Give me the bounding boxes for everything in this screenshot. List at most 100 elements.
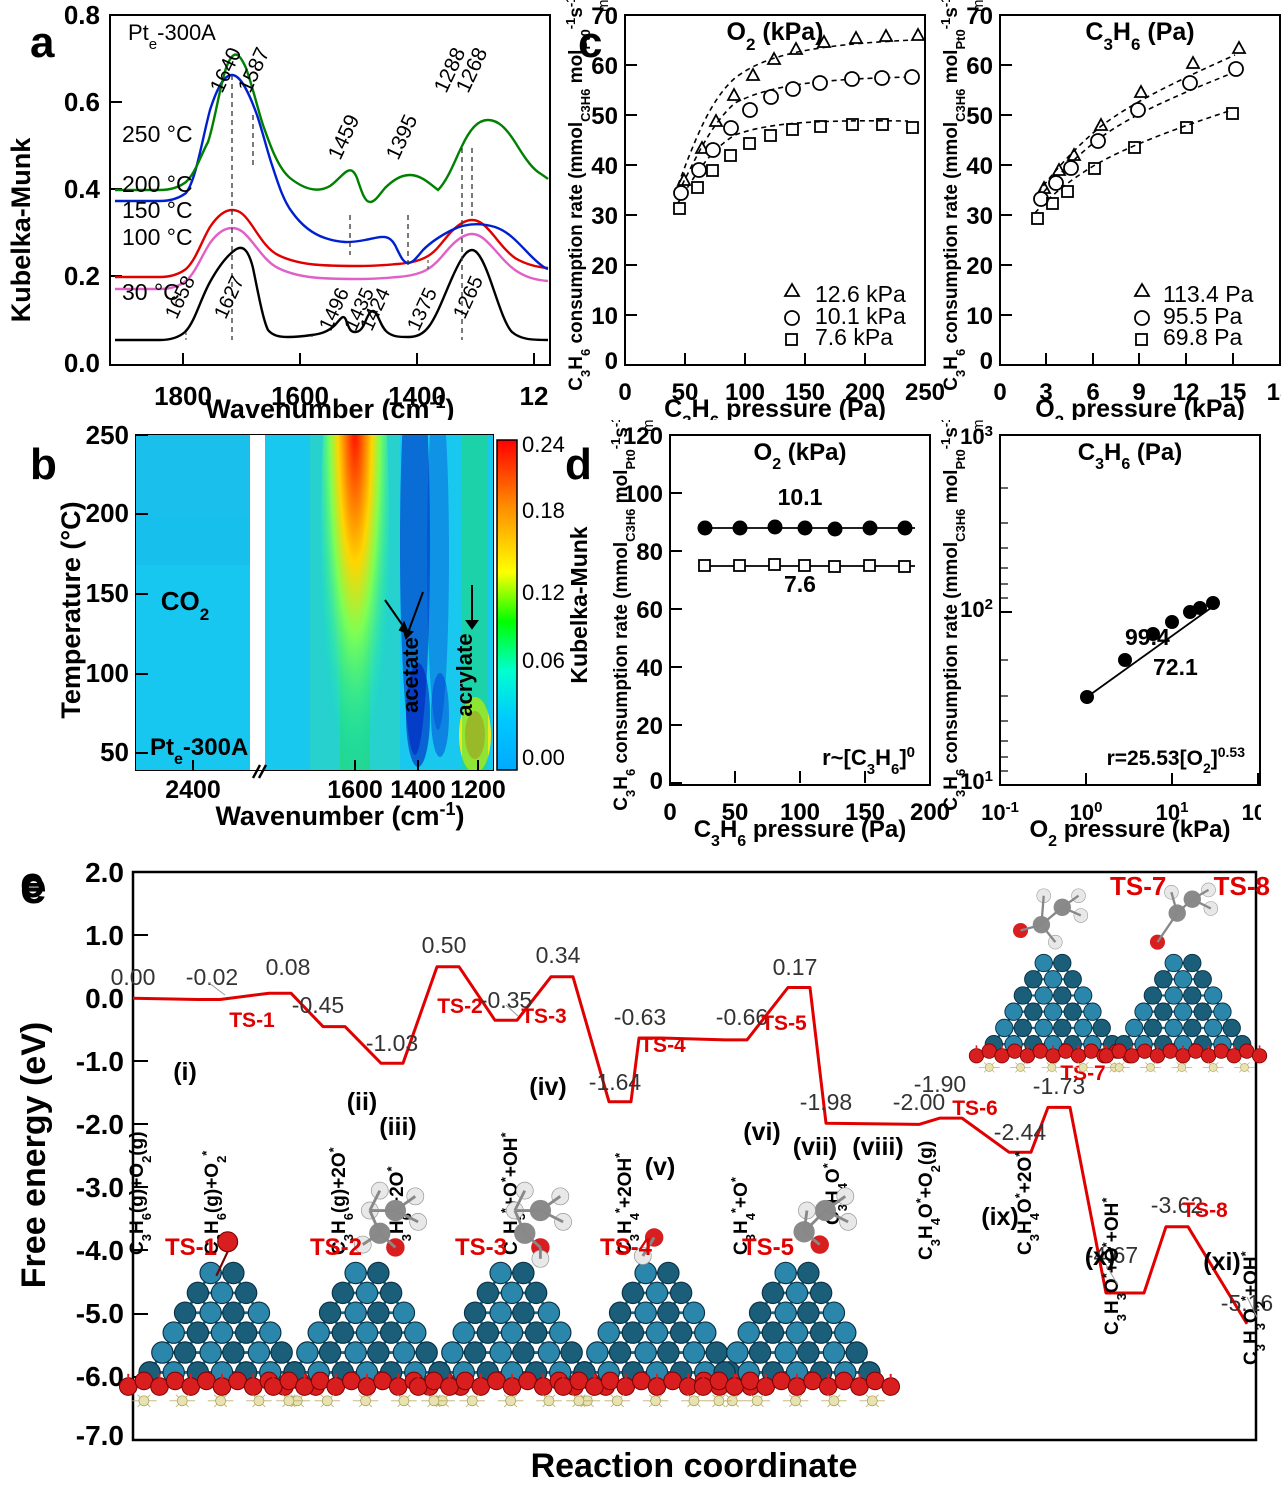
svg-text:Kubelka-Munk: Kubelka-Munk (6, 137, 36, 323)
svg-text:C3H6 (Pa): C3H6 (Pa) (1078, 439, 1183, 473)
svg-text:TS-4: TS-4 (600, 1234, 653, 1261)
svg-text:103: 103 (960, 423, 993, 450)
svg-text:1200: 1200 (450, 776, 506, 804)
svg-text:Kubelka-Munk: Kubelka-Munk (566, 526, 592, 683)
svg-text:0.2: 0.2 (64, 261, 100, 291)
svg-text:(vii): (vii) (793, 1133, 837, 1161)
svg-text:1.0: 1.0 (85, 920, 124, 951)
svg-text:-5.0: -5.0 (76, 1298, 124, 1329)
svg-text:(viii): (viii) (852, 1133, 903, 1161)
svg-text:1375: 1375 (403, 285, 442, 335)
svg-text:0: 0 (618, 379, 631, 406)
svg-text:10: 10 (591, 303, 618, 330)
svg-text:60: 60 (591, 53, 618, 80)
svg-text:2.0: 2.0 (85, 857, 124, 888)
svg-text:1627: 1627 (210, 273, 249, 323)
svg-text:(iv): (iv) (529, 1073, 567, 1101)
svg-text:C3H6 consumption rate (mmolC3H: C3H6 consumption rate (mmolC3H6 molPt0-1… (938, 0, 968, 391)
svg-text:1800: 1800 (154, 381, 212, 411)
svg-text:(i): (i) (173, 1058, 197, 1086)
svg-text:-1.90: -1.90 (914, 1071, 966, 1097)
svg-text:-0.45: -0.45 (292, 992, 344, 1018)
svg-text:r~[C3H6]0: r~[C3H6]0 (822, 744, 915, 778)
svg-text:0.06: 0.06 (522, 648, 565, 673)
svg-text:20: 20 (591, 253, 618, 280)
svg-text:0.24: 0.24 (522, 432, 565, 457)
svg-text:0.34: 0.34 (536, 942, 581, 968)
svg-text:10.1: 10.1 (778, 484, 823, 510)
svg-text:0.17: 0.17 (773, 954, 818, 980)
svg-text:O2 pressure (kPa): O2 pressure (kPa) (1035, 395, 1245, 420)
svg-text:C3H6 (Pa): C3H6 (Pa) (1085, 18, 1194, 54)
svg-text:-4.0: -4.0 (76, 1235, 124, 1266)
svg-text:150: 150 (86, 578, 129, 608)
svg-text:TS-3: TS-3 (521, 1005, 567, 1028)
svg-text:0: 0 (980, 348, 993, 375)
svg-text:0.6: 0.6 (64, 87, 100, 117)
svg-text:-1.98: -1.98 (800, 1089, 852, 1115)
svg-text:Free energy (eV): Free energy (eV) (15, 1022, 53, 1288)
svg-text:TS-2: TS-2 (437, 995, 483, 1018)
svg-text:250: 250 (905, 379, 945, 406)
svg-text:7.6 kPa: 7.6 kPa (815, 324, 893, 350)
svg-text:10-1: 10-1 (981, 799, 1019, 826)
svg-text:102: 102 (960, 596, 993, 623)
svg-text:TS-1: TS-1 (165, 1234, 217, 1261)
svg-text:(v): (v) (645, 1153, 676, 1181)
svg-text:acrylate: acrylate (452, 633, 477, 716)
svg-text:72.1: 72.1 (1153, 654, 1198, 680)
svg-text:Wavenumber (cm-1): Wavenumber (cm-1) (215, 799, 464, 831)
svg-text:0.50: 0.50 (422, 932, 467, 958)
svg-text:0.00: 0.00 (111, 964, 156, 990)
svg-text:69.8 Pa: 69.8 Pa (1163, 324, 1242, 350)
svg-text:0: 0 (993, 379, 1006, 406)
svg-text:50: 50 (966, 103, 993, 130)
svg-text:Temperature (°C): Temperature (°C) (56, 501, 86, 718)
svg-text:18: 18 (1267, 379, 1281, 406)
svg-text:TS-1: TS-1 (229, 1009, 275, 1032)
svg-text:100 °C: 100 °C (122, 224, 193, 250)
svg-text:150 °C: 150 °C (122, 197, 193, 223)
svg-text:40: 40 (591, 153, 618, 180)
svg-text:Reaction coordinate: Reaction coordinate (531, 1447, 858, 1485)
svg-text:20: 20 (636, 713, 663, 740)
svg-text:100: 100 (86, 658, 129, 688)
svg-text:0.12: 0.12 (522, 580, 565, 605)
svg-text:60: 60 (966, 53, 993, 80)
svg-text:0.4: 0.4 (64, 174, 101, 204)
svg-text:acetate: acetate (398, 637, 423, 713)
svg-text:0.00: 0.00 (522, 745, 565, 770)
svg-text:O2 (kPa): O2 (kPa) (726, 18, 823, 54)
svg-text:C3H6 pressure (Pa): C3H6 pressure (Pa) (664, 395, 886, 420)
svg-text:TS-6: TS-6 (952, 1097, 998, 1120)
svg-text:-7.0: -7.0 (76, 1420, 124, 1451)
svg-text:0: 0 (605, 348, 618, 375)
svg-text:C3H6 consumption rate (mmolC3H: C3H6 consumption rate (mmolC3H6 molPt0-1… (563, 0, 593, 391)
svg-text:(iii): (iii) (379, 1113, 417, 1141)
svg-text:TS-8: TS-8 (1214, 871, 1270, 901)
svg-text:TS-4: TS-4 (640, 1034, 686, 1057)
svg-text:99.4: 99.4 (1125, 624, 1170, 650)
svg-text:(x): (x) (1085, 1243, 1116, 1271)
svg-text:40: 40 (966, 153, 993, 180)
svg-text:200 °C: 200 °C (122, 171, 193, 197)
svg-text:30: 30 (591, 203, 618, 230)
svg-text:TS-3: TS-3 (455, 1234, 507, 1261)
svg-text:1459: 1459 (324, 111, 365, 163)
svg-text:60: 60 (636, 597, 663, 624)
svg-text:-0.02: -0.02 (186, 964, 238, 990)
svg-text:(vi): (vi) (743, 1118, 781, 1146)
svg-text:C3H6 consumption rate (mmolC3H: C3H6 consumption rate (mmolC3H6 molPt0-1… (608, 420, 638, 811)
svg-text:0.08: 0.08 (266, 954, 311, 980)
svg-text:-3.0: -3.0 (76, 1172, 124, 1203)
svg-text:(ix): (ix) (981, 1203, 1019, 1231)
svg-text:50: 50 (100, 737, 129, 767)
svg-text:50: 50 (591, 103, 618, 130)
svg-text:TS-8: TS-8 (1182, 1199, 1228, 1222)
svg-text:40: 40 (636, 655, 663, 682)
svg-text:1600: 1600 (327, 776, 383, 804)
svg-text:0: 0 (650, 768, 663, 795)
svg-text:TS-7: TS-7 (1110, 871, 1166, 901)
svg-text:12: 12 (520, 381, 549, 411)
svg-text:C3H4O*+O2(g): C3H4O*+O2(g) (913, 1141, 943, 1260)
